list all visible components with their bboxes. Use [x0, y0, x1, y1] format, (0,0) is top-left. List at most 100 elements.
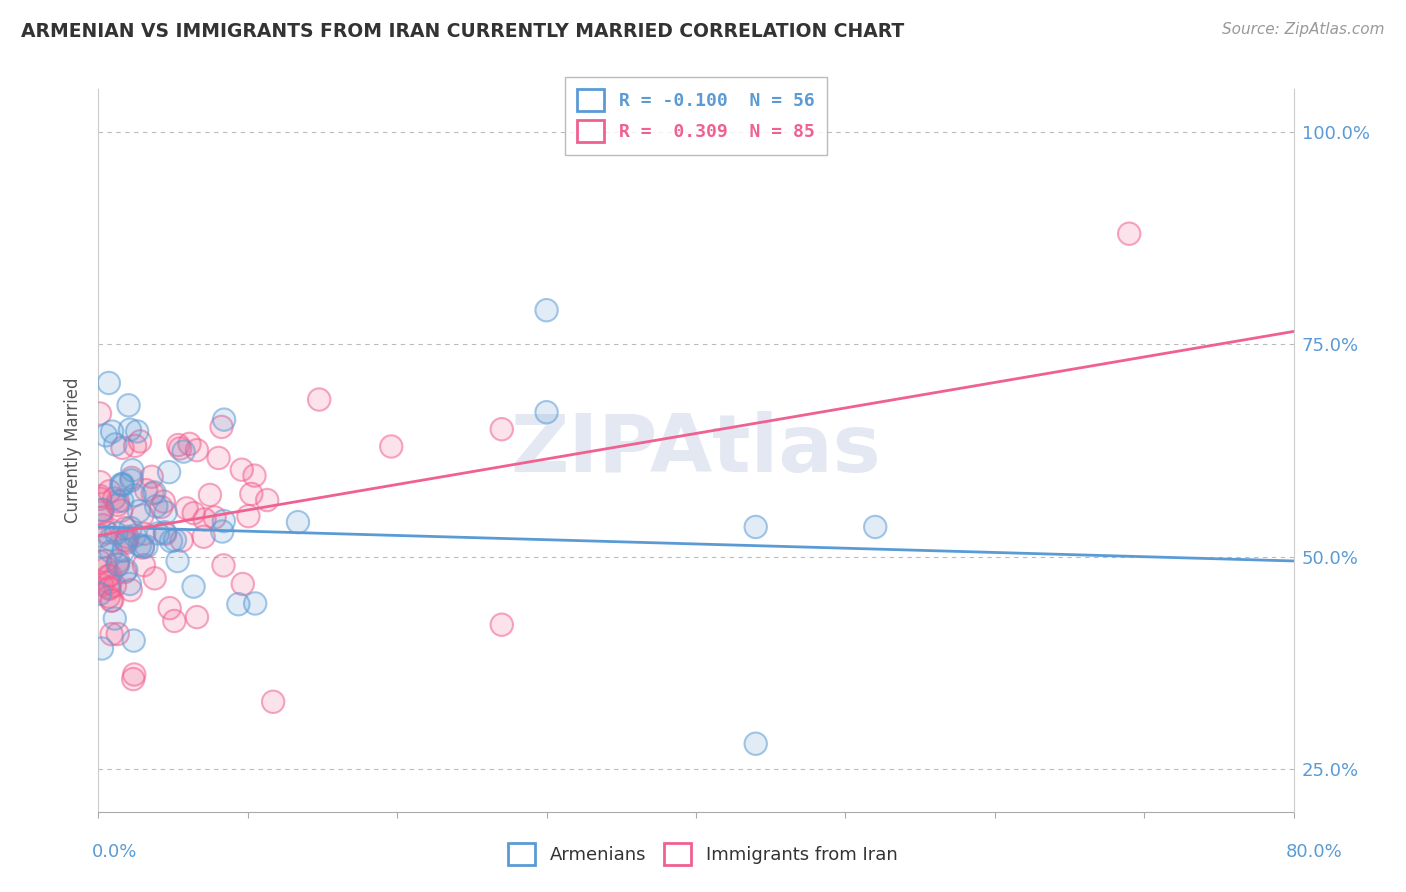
- Point: [163, 533, 186, 547]
- Point: [91, 578, 114, 592]
- Point: [491, 617, 513, 632]
- Point: [169, 442, 191, 456]
- Point: [114, 533, 136, 547]
- Point: [152, 494, 174, 508]
- Point: [212, 514, 235, 528]
- Point: [141, 469, 163, 483]
- Point: [212, 558, 235, 573]
- Point: [94, 428, 117, 442]
- Point: [745, 737, 768, 751]
- Point: [186, 610, 208, 624]
- Point: [150, 500, 173, 514]
- Point: [129, 538, 152, 552]
- Point: [228, 597, 250, 611]
- Point: [124, 529, 146, 543]
- Text: ARMENIAN VS IMMIGRANTS FROM IRAN CURRENTLY MARRIED CORRELATION CHART: ARMENIAN VS IMMIGRANTS FROM IRAN CURRENT…: [21, 22, 904, 41]
- Point: [118, 577, 141, 591]
- Point: [111, 478, 134, 492]
- Point: [100, 533, 122, 547]
- Point: [166, 554, 188, 568]
- Point: [107, 554, 129, 568]
- Point: [170, 533, 193, 548]
- Point: [111, 478, 134, 492]
- Point: [120, 521, 142, 535]
- Point: [111, 477, 134, 491]
- Point: [91, 540, 114, 554]
- Point: [107, 558, 129, 572]
- Point: [132, 540, 155, 554]
- Point: [98, 575, 121, 590]
- Point: [173, 444, 195, 458]
- Point: [120, 583, 142, 598]
- Point: [212, 412, 235, 426]
- Point: [245, 597, 267, 611]
- Point: [212, 514, 235, 528]
- Point: [207, 450, 229, 465]
- Point: [287, 515, 309, 529]
- Point: [111, 493, 134, 508]
- Point: [170, 533, 193, 548]
- Point: [153, 526, 176, 541]
- Point: [100, 544, 122, 558]
- Point: [256, 493, 278, 508]
- Point: [232, 577, 254, 591]
- Point: [89, 491, 111, 506]
- Point: [110, 477, 132, 491]
- Point: [146, 526, 169, 541]
- Point: [121, 463, 143, 477]
- Point: [231, 463, 253, 477]
- Point: [179, 437, 201, 451]
- Point: [97, 569, 120, 583]
- Point: [100, 594, 122, 608]
- Point: [122, 672, 145, 686]
- Point: [198, 488, 221, 502]
- Point: [97, 569, 120, 583]
- Point: [97, 590, 120, 604]
- Point: [127, 425, 149, 439]
- Point: [166, 554, 188, 568]
- Point: [155, 505, 177, 519]
- Point: [163, 533, 186, 547]
- Point: [110, 477, 132, 491]
- Point: [143, 571, 166, 585]
- Point: [91, 641, 114, 656]
- Point: [98, 582, 121, 596]
- Point: [98, 581, 121, 595]
- Point: [118, 423, 141, 437]
- Point: [157, 465, 180, 479]
- Point: [101, 425, 124, 439]
- Point: [97, 376, 120, 390]
- Point: [122, 633, 145, 648]
- Point: [114, 565, 136, 579]
- Point: [111, 441, 134, 455]
- Point: [128, 504, 150, 518]
- Point: [105, 526, 128, 541]
- Point: [90, 506, 112, 520]
- Point: [193, 512, 215, 526]
- Point: [89, 555, 111, 569]
- Point: [121, 471, 143, 485]
- Point: [183, 506, 205, 520]
- Point: [491, 617, 513, 632]
- Point: [89, 407, 111, 421]
- Point: [89, 587, 111, 601]
- Point: [104, 579, 127, 593]
- Point: [124, 529, 146, 543]
- Point: [90, 528, 112, 542]
- Point: [98, 581, 121, 595]
- Point: [90, 528, 112, 542]
- Point: [115, 533, 138, 548]
- Point: [745, 520, 768, 534]
- Point: [103, 491, 125, 506]
- Point: [150, 500, 173, 514]
- Point: [111, 477, 134, 491]
- Point: [1118, 227, 1140, 241]
- Point: [94, 554, 117, 568]
- Point: [157, 465, 180, 479]
- Point: [135, 483, 157, 497]
- Point: [135, 540, 157, 554]
- Point: [107, 627, 129, 641]
- Point: [117, 398, 139, 412]
- Point: [132, 558, 155, 573]
- Point: [107, 494, 129, 508]
